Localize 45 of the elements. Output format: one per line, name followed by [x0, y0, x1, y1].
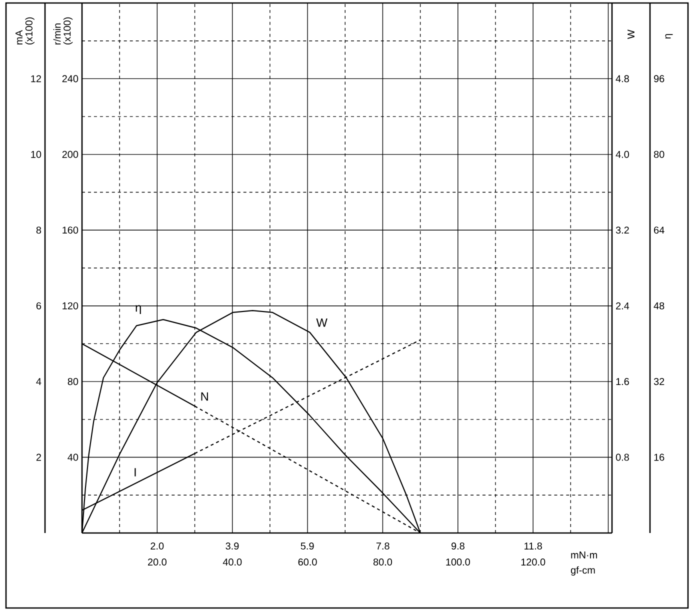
y3-axis-title: W	[628, 30, 634, 39]
y2-axis-title: r/min (x100)	[53, 17, 73, 44]
x2-tick-label: 3.9	[226, 542, 239, 550]
y2-tick-label: 160	[62, 226, 78, 234]
y3-tick-label: 1.6	[616, 378, 629, 386]
y-tick-label: 64	[654, 226, 664, 234]
y-axis-title: η	[665, 34, 673, 39]
y-tick-label: 12	[31, 75, 41, 82]
x2-tick-label: 5.9	[300, 542, 314, 550]
y2-tick-label: 40	[68, 454, 78, 461]
series-label: I	[134, 468, 136, 476]
y-tick-label: 32	[654, 378, 664, 386]
y-tick-label: 8	[36, 226, 42, 234]
y3-tick-label: 2.4	[616, 302, 630, 310]
y3-tick-label: 3.2	[616, 226, 629, 234]
y2-tick-label: 80	[68, 378, 78, 386]
y3-tick-label: 4.8	[616, 75, 629, 82]
y-tick-label: 16	[654, 454, 664, 461]
y-tick-label: 48	[654, 302, 664, 310]
y3-tick-label: 4.0	[616, 150, 629, 158]
y-tick-label: 80	[654, 150, 664, 158]
y-tick-label: 6	[36, 302, 42, 310]
x2-tick-label: 11.8	[524, 542, 542, 550]
y2-tick-label: 200	[62, 150, 78, 158]
x2-tick-label: 2.0	[150, 542, 164, 550]
x-tick-label: 100.0	[446, 558, 470, 566]
x-tick-label: 40.0	[222, 558, 242, 566]
y2-tick-label: 120	[62, 302, 78, 310]
y3-tick-label: 0.8	[616, 454, 629, 461]
x2-axis-title: mN·m	[571, 552, 597, 558]
x2-tick-label: 9.8	[452, 542, 464, 550]
y-tick-label: 96	[654, 75, 664, 82]
series-label: W	[316, 318, 328, 327]
y-axis-title: mA (x100)	[16, 17, 34, 44]
x-tick-label: 60.0	[298, 558, 317, 566]
y-tick-label: 4	[36, 378, 42, 385]
x-tick-label: 80.0	[373, 558, 392, 566]
x-axis-title: gf-cm	[570, 566, 595, 576]
series-label: N	[201, 392, 208, 401]
y-tick-label: 10	[31, 150, 42, 158]
x-tick-label: 120.0	[521, 558, 546, 566]
y2-tick-label: 240	[62, 75, 78, 82]
y-tick-label: 2	[36, 454, 41, 461]
x2-tick-label: 7.8	[376, 542, 390, 550]
x-tick-label: 20.0	[148, 558, 166, 566]
